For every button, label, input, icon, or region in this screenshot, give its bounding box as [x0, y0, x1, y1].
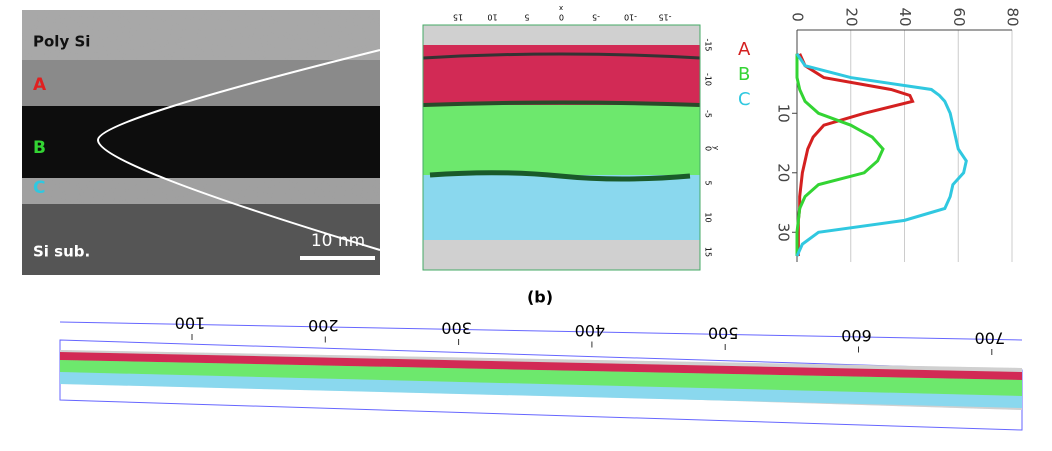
tem-image — [22, 10, 380, 275]
tick-label: 200 — [308, 316, 339, 335]
interface — [429, 170, 691, 182]
axis-label: y — [712, 146, 720, 150]
tick-label: 0 — [559, 13, 564, 22]
tick-label: -10 — [624, 13, 637, 22]
tick-label: 80 — [1004, 7, 1022, 26]
tick-label: 400 — [575, 321, 606, 340]
tick-label: -10 — [704, 73, 713, 86]
tick-label: 300 — [441, 319, 472, 338]
legend-entry: A — [738, 39, 751, 60]
scale-bar — [300, 256, 375, 260]
tick-label: -5 — [592, 13, 600, 22]
tick-label: 500 — [708, 324, 739, 343]
label: A — [33, 75, 47, 95]
legend-entry: C — [738, 89, 751, 110]
tick-label: 10 — [487, 13, 497, 22]
tick-label: 20 — [842, 7, 860, 26]
tick-label: 0 — [789, 12, 807, 22]
tick-label: -15 — [704, 38, 713, 51]
label: Poly Si — [33, 33, 90, 51]
tick-label: 10 — [775, 104, 793, 123]
tick-label: 60 — [950, 7, 968, 26]
tick-label: 15 — [453, 13, 463, 22]
frame — [422, 24, 701, 271]
tick-label: 10 — [704, 212, 713, 222]
line — [795, 52, 968, 257]
line — [795, 53, 885, 257]
tick-label: 15 — [704, 247, 713, 257]
apt-image — [423, 25, 700, 270]
curve — [96, 49, 381, 251]
tick-label: 700 — [975, 329, 1006, 348]
tick-label: 600 — [841, 326, 872, 345]
tick-label: 5 — [524, 13, 529, 22]
tick-label: 100 — [175, 314, 206, 333]
interface — [422, 52, 701, 60]
tick-label: 20 — [775, 163, 793, 182]
tick-label: -5 — [704, 110, 713, 118]
strip — [59, 321, 1023, 431]
label: B — [33, 138, 46, 158]
scale-label: 10 nm — [311, 231, 365, 251]
label: Si sub. — [33, 243, 90, 261]
tick-label: 5 — [704, 180, 713, 185]
tick-label: 30 — [775, 223, 793, 242]
panel-label: (b) — [527, 288, 553, 307]
interface — [422, 100, 701, 107]
tick-label: 0 — [704, 146, 713, 151]
tick-label: -15 — [658, 13, 671, 22]
tick-label: 40 — [896, 7, 914, 26]
axis-label: x — [559, 4, 563, 12]
legend-entry: B — [738, 64, 750, 85]
label: C — [33, 178, 45, 198]
